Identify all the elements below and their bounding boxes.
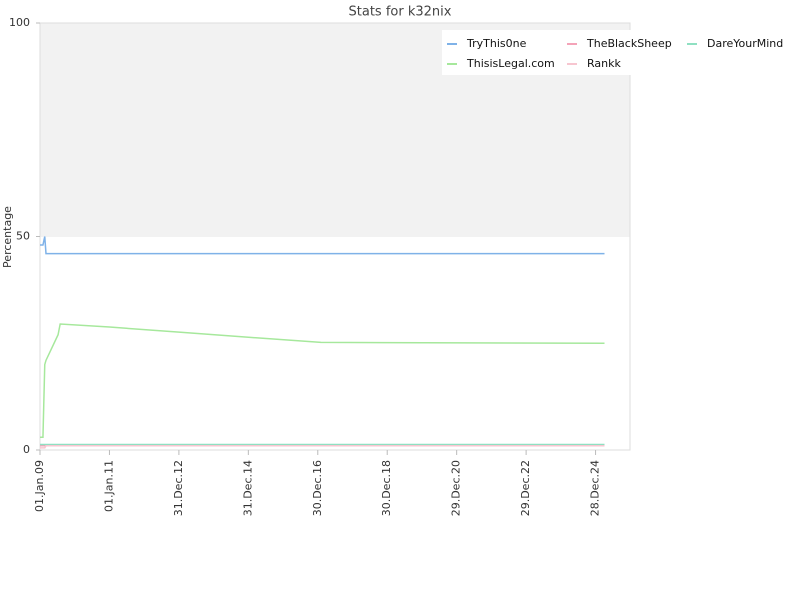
series-line (40, 323, 605, 438)
y-tick-label: 100 (9, 16, 30, 29)
x-tick-label: 31.Dec.14 (241, 460, 254, 516)
chart-title: Stats for k32nix (349, 5, 452, 20)
x-tick-label: 30.Dec.18 (380, 460, 393, 516)
x-tick-label: 01.Jan.09 (33, 460, 46, 512)
x-tick-label: 29.Dec.22 (519, 460, 532, 516)
x-tick-label: 28.Dec.24 (589, 460, 602, 516)
y-tick-label: 0 (23, 443, 30, 456)
x-tick-label: 31.Dec.12 (172, 460, 185, 516)
legend-label: ThisisLegal.com (466, 57, 555, 70)
legend-label: DareYourMind (707, 37, 783, 50)
legend-box (442, 30, 800, 75)
legend-label: TryThis0ne (466, 37, 527, 50)
legend-label: TheBlackSheep (586, 37, 672, 50)
y-tick-label: 50 (16, 230, 30, 243)
series-line (40, 236, 605, 255)
legend-label: Rankk (587, 57, 621, 70)
series-line (40, 444, 605, 449)
x-tick-label: 01.Jan.11 (102, 460, 115, 512)
x-tick-label: 29.Dec.20 (450, 460, 463, 516)
x-tick-label: 30.Dec.16 (311, 460, 324, 516)
y-axis-label: Percentage (1, 206, 14, 268)
